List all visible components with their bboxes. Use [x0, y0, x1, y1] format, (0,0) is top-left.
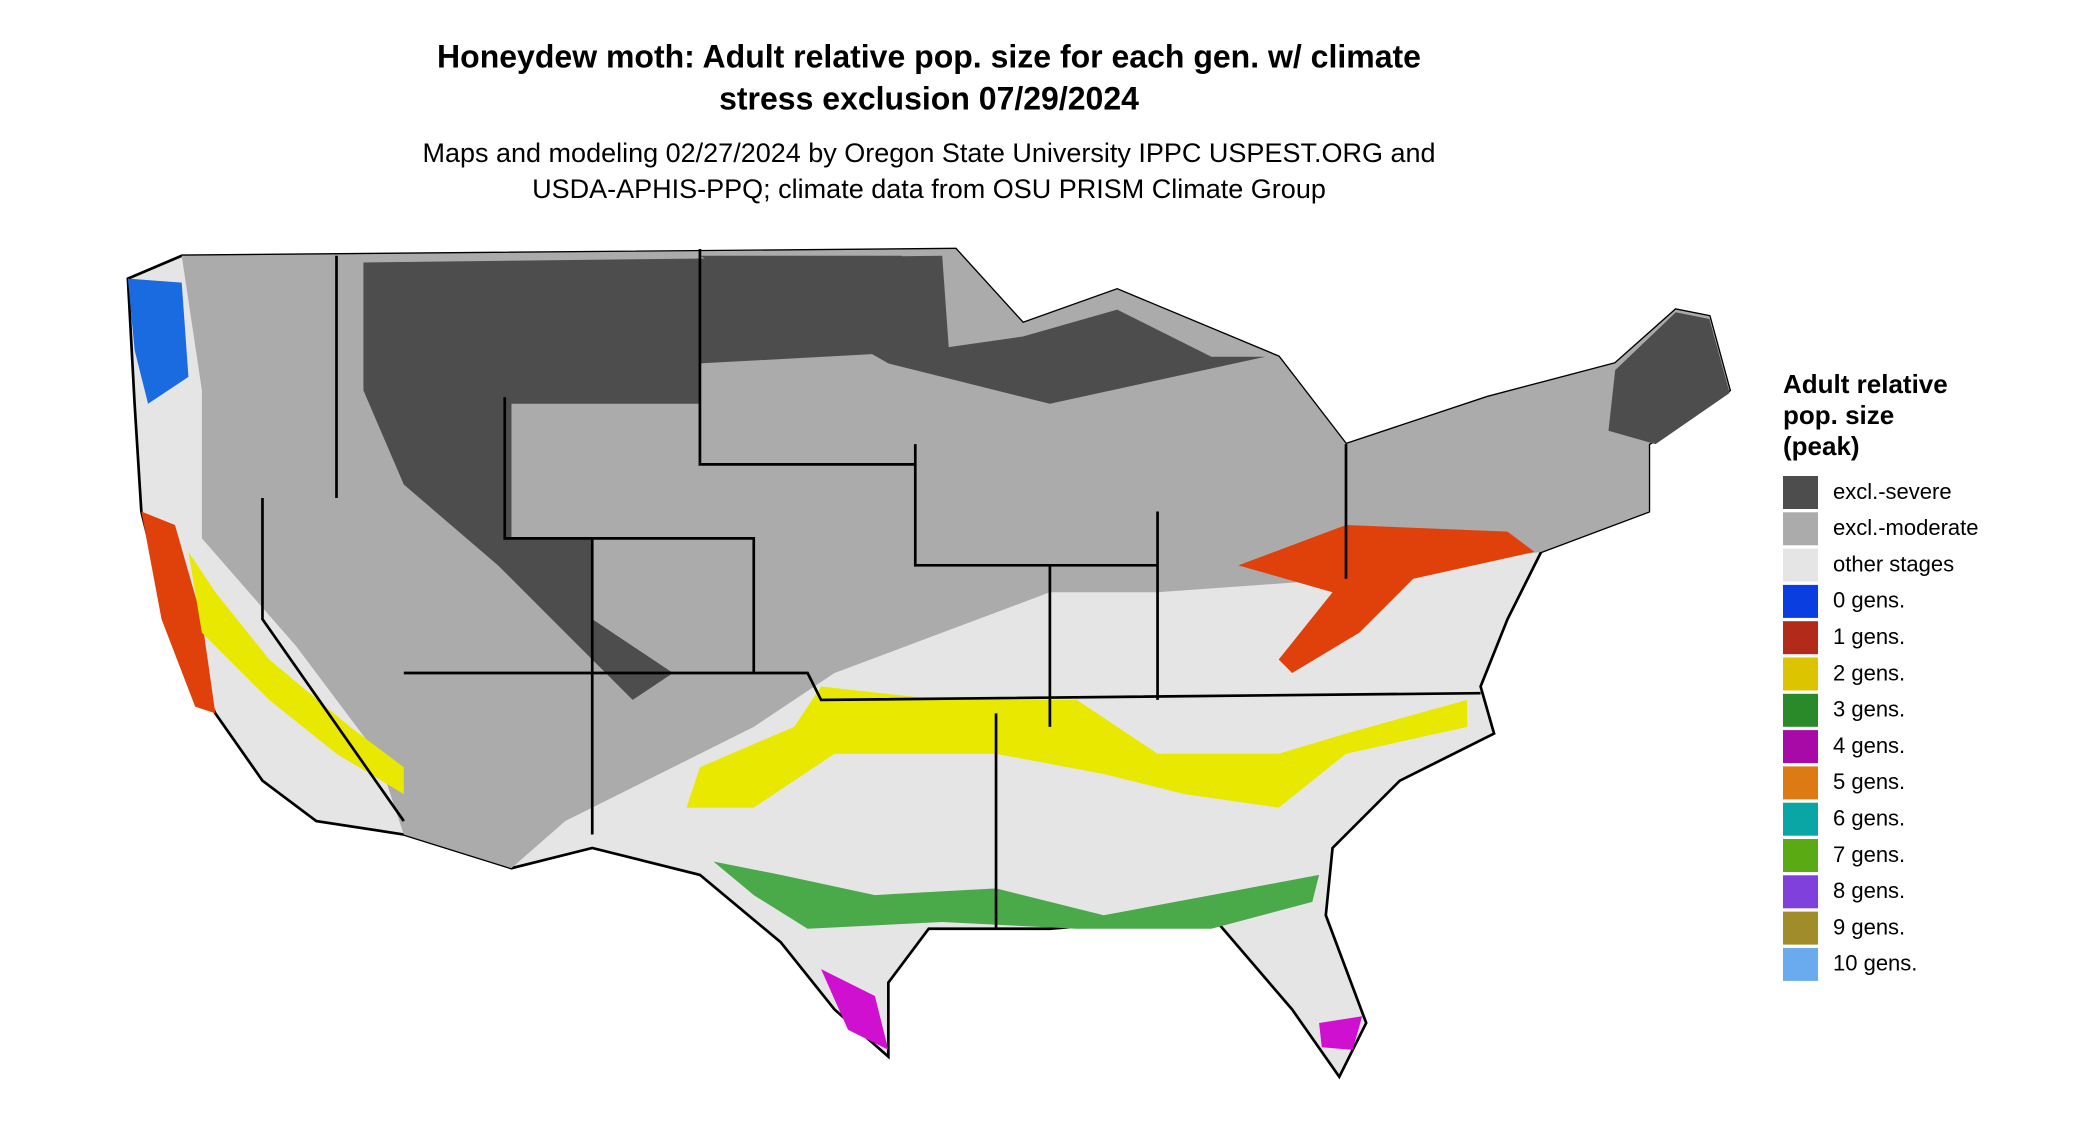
gen1-band [141, 511, 216, 714]
legend-label: 4 gens. [1833, 733, 1905, 758]
legend-label: 0 gens. [1833, 588, 1905, 613]
gen4-spot [821, 969, 889, 1050]
gen2-band [188, 551, 404, 795]
legend-label: 9 gens. [1833, 914, 1905, 939]
legend-swatch [1783, 766, 1818, 800]
legend-swatch [1783, 476, 1818, 509]
legend-swatch [1783, 621, 1818, 655]
title: stress exclusion 07/29/2024 [719, 80, 1139, 116]
legend-label: excl.-moderate [1833, 515, 1979, 540]
legend-swatch [1783, 802, 1818, 836]
legend-swatch [1783, 730, 1818, 764]
gen0-spot [127, 278, 189, 404]
gen1-band [1238, 524, 1535, 673]
legend-title: pop. size [1783, 400, 1894, 430]
severe-region [363, 255, 949, 700]
legend-label: 3 gens. [1833, 697, 1905, 722]
legend-swatch [1783, 875, 1818, 909]
legend-swatch [1783, 548, 1818, 582]
legend-label: 6 gens. [1833, 806, 1905, 831]
severe-region [1608, 312, 1730, 445]
legend-swatch [1783, 839, 1818, 872]
legend-label: 7 gens. [1833, 842, 1905, 867]
legend-label: 5 gens. [1833, 769, 1905, 794]
legend-label: 1 gens. [1833, 624, 1905, 649]
gen2-band [686, 686, 1468, 808]
title: Honeydew moth: Adult relative pop. size … [437, 38, 1421, 74]
subtitle: Maps and modeling 02/27/2024 by Oregon S… [422, 138, 1435, 168]
legend-label: excl.-severe [1833, 479, 1952, 504]
legend-title: (peak) [1783, 431, 1860, 461]
gen3-band [713, 861, 1320, 929]
legend-title: Adult relative [1783, 369, 1948, 399]
legend: excl.-severe excl.-moderate other stages 0 … [1783, 476, 1979, 981]
legend-swatch [1783, 911, 1818, 945]
legend-label: 10 gens. [1833, 951, 1917, 976]
severe-region [699, 255, 1266, 404]
legend-label: 2 gens. [1833, 660, 1905, 685]
legend-label: other stages [1833, 551, 1954, 576]
subtitle: USDA-APHIS-PPQ; climate data from OSU PR… [532, 174, 1326, 204]
legend-label: 8 gens. [1833, 878, 1905, 903]
legend-swatch [1783, 512, 1818, 546]
legend-swatch [1783, 657, 1818, 691]
map [126, 247, 1732, 1080]
gen4-spot [1319, 1016, 1363, 1050]
legend-swatch [1783, 584, 1818, 618]
legend-swatch [1783, 693, 1818, 727]
state-lines [261, 249, 1481, 929]
legend-swatch [1783, 947, 1818, 981]
